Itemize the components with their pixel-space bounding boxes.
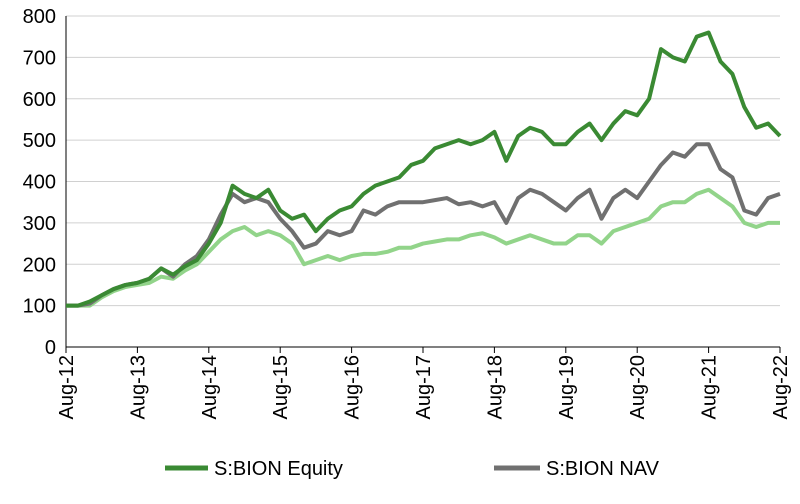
series-line: [66, 142, 781, 308]
y-tick-label: 600: [23, 89, 56, 111]
y-tick-label: 500: [23, 130, 56, 152]
y-tick-label: 800: [23, 6, 56, 28]
x-tick-label: Aug-15: [270, 355, 292, 420]
y-tick-label: 700: [23, 47, 56, 69]
legend-label: S:BION Equity: [214, 458, 343, 480]
y-tick-label: 300: [23, 213, 56, 235]
x-tick-label: Aug-22: [770, 355, 792, 420]
legend: S:BION Equity S:BION NAV: [165, 458, 660, 480]
x-tick-label: Aug-12: [56, 355, 78, 420]
x-tick-label: Aug-14: [199, 355, 221, 420]
x-tick-label: Aug-13: [127, 355, 149, 420]
x-tick-label: Aug-19: [556, 355, 578, 420]
y-tick-label: 400: [23, 172, 56, 194]
legend-label: S:BION NAV: [546, 458, 660, 480]
y-tick-label: 0: [45, 337, 56, 359]
x-tick-label: Aug-18: [484, 355, 506, 420]
x-tick-label: Aug-16: [342, 355, 364, 420]
x-tick-label: Aug-20: [627, 355, 649, 420]
series-line: [66, 187, 780, 308]
x-tick-label: Aug-17: [413, 355, 435, 420]
series-line: [66, 30, 782, 308]
y-tick-label: 200: [23, 254, 56, 276]
x-tick-label: Aug-21: [699, 355, 721, 420]
y-tick-label: 100: [23, 296, 56, 318]
